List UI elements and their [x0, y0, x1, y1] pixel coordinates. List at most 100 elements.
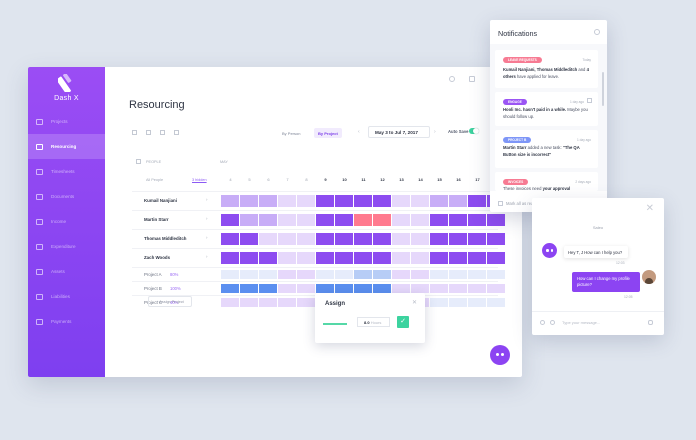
allocation-cell[interactable]: [468, 284, 486, 293]
allocation-cell[interactable]: [297, 233, 315, 245]
allocation-cell[interactable]: [373, 270, 391, 279]
allocation-cell[interactable]: [240, 270, 258, 279]
allocation-cell[interactable]: [449, 195, 467, 207]
allocation-cell[interactable]: [430, 284, 448, 293]
mark-all-checkbox[interactable]: [498, 201, 503, 206]
allocation-cell[interactable]: [240, 252, 258, 264]
attach-icon[interactable]: [540, 320, 545, 325]
allocation-cell[interactable]: [259, 233, 277, 245]
allocation-cell[interactable]: [392, 233, 410, 245]
allocation-cell[interactable]: [278, 252, 296, 264]
allocation-cell[interactable]: [316, 270, 334, 279]
allocation-cell[interactable]: [468, 214, 486, 226]
print-icon[interactable]: [174, 130, 179, 135]
allocation-cell[interactable]: [449, 214, 467, 226]
allocation-cell[interactable]: [240, 233, 258, 245]
allocation-cell[interactable]: [430, 270, 448, 279]
allocation-cell[interactable]: [221, 233, 239, 245]
allocation-cell[interactable]: [297, 284, 315, 293]
allocation-cell[interactable]: [411, 284, 429, 293]
allocation-cell[interactable]: [487, 214, 505, 226]
sidebar-item-documents[interactable]: Documents: [28, 184, 105, 209]
allocation-cell[interactable]: [297, 252, 315, 264]
allocation-cell[interactable]: [259, 195, 277, 207]
allocation-cell[interactable]: [373, 214, 391, 226]
allocation-cell[interactable]: [392, 195, 410, 207]
allocation-cell[interactable]: [487, 270, 505, 279]
allocation-cell[interactable]: [259, 252, 277, 264]
allocation-cell[interactable]: [373, 252, 391, 264]
notification-item[interactable]: PROJECT B 1 day ago Martin Starr added a…: [495, 130, 598, 168]
sidebar-item-projects[interactable]: Projects: [28, 109, 105, 134]
mark-all-read-link[interactable]: Mark all as read: [506, 201, 536, 206]
allocation-cell[interactable]: [259, 214, 277, 226]
allocation-cell[interactable]: [335, 214, 353, 226]
allocation-cell[interactable]: [278, 284, 296, 293]
select-all-checkbox[interactable]: [136, 159, 141, 164]
allocation-cell[interactable]: [354, 270, 372, 279]
allocation-cell[interactable]: [278, 233, 296, 245]
expand-icon[interactable]: [146, 130, 151, 135]
allocation-cell[interactable]: [240, 195, 258, 207]
allocation-cell[interactable]: [221, 284, 239, 293]
allocation-cell[interactable]: [430, 298, 448, 307]
sidebar-item-liabilities[interactable]: Liabilities: [28, 284, 105, 309]
chevron-right-icon[interactable]: ›: [434, 129, 436, 135]
assign-project-button[interactable]: + Assign Project: [148, 296, 192, 307]
sidebar-item-resourcing[interactable]: Resourcing: [28, 134, 105, 159]
allocation-cell[interactable]: [278, 195, 296, 207]
collapse-icon[interactable]: [132, 130, 137, 135]
allocation-cell[interactable]: [259, 270, 277, 279]
allocation-cell[interactable]: [335, 252, 353, 264]
allocation-cell[interactable]: [392, 252, 410, 264]
chat-bot-button[interactable]: [490, 345, 510, 365]
date-range-picker[interactable]: May 3 to Jul 7, 2017: [368, 126, 430, 138]
table-row[interactable]: Zach Woods ›: [132, 248, 505, 267]
hours-input[interactable]: 8.0 Hours: [357, 317, 390, 327]
by-project-toggle[interactable]: By Project: [314, 128, 342, 138]
allocation-cell[interactable]: [316, 214, 334, 226]
allocation-cell[interactable]: [468, 252, 486, 264]
hidden-people-link[interactable]: 3 hidden: [192, 178, 207, 182]
allocation-cell[interactable]: [468, 270, 486, 279]
allocation-cell[interactable]: [373, 284, 391, 293]
allocation-cell[interactable]: [316, 252, 334, 264]
fullscreen-icon[interactable]: [160, 130, 165, 135]
chevron-down-icon[interactable]: ›: [206, 216, 208, 221]
allocation-cell[interactable]: [335, 233, 353, 245]
allocation-cell[interactable]: [487, 252, 505, 264]
chevron-down-icon[interactable]: ›: [206, 235, 208, 240]
allocation-cell[interactable]: [392, 270, 410, 279]
allocation-cell[interactable]: [411, 233, 429, 245]
allocation-cell[interactable]: [449, 298, 467, 307]
gear-icon[interactable]: [594, 29, 600, 35]
microphone-icon[interactable]: [648, 320, 653, 325]
allocation-cell[interactable]: [373, 233, 391, 245]
allocation-cell[interactable]: [221, 298, 239, 307]
allocation-cell[interactable]: [297, 270, 315, 279]
allocation-cell[interactable]: [354, 233, 372, 245]
allocation-cell[interactable]: [449, 233, 467, 245]
all-people-filter[interactable]: All People: [146, 178, 164, 182]
allocation-cell[interactable]: [411, 270, 429, 279]
emoji-icon[interactable]: [550, 320, 555, 325]
allocation-cell[interactable]: [487, 233, 505, 245]
allocation-cell[interactable]: [335, 195, 353, 207]
close-icon[interactable]: ✕: [411, 300, 417, 306]
chevron-down-icon[interactable]: ›: [206, 254, 208, 259]
allocation-cell[interactable]: [316, 284, 334, 293]
allocation-cell[interactable]: [487, 284, 505, 293]
mark-read-checkbox[interactable]: [587, 98, 592, 103]
notification-item[interactable]: ENGAGE 1 day ago Hooli Inc. hasn't paid …: [495, 92, 598, 126]
table-row[interactable]: Martin Starr ›: [132, 210, 505, 229]
table-row[interactable]: Kumail Nanjiani ›: [132, 191, 505, 210]
allocation-cell[interactable]: [449, 252, 467, 264]
allocation-cell[interactable]: [354, 284, 372, 293]
allocation-cell[interactable]: [411, 195, 429, 207]
allocation-cell[interactable]: [354, 214, 372, 226]
sidebar-item-payments[interactable]: Payments: [28, 309, 105, 334]
allocation-cell[interactable]: [430, 195, 448, 207]
allocation-cell[interactable]: [468, 195, 486, 207]
allocation-cell[interactable]: [240, 214, 258, 226]
calendar-icon[interactable]: [469, 76, 475, 82]
